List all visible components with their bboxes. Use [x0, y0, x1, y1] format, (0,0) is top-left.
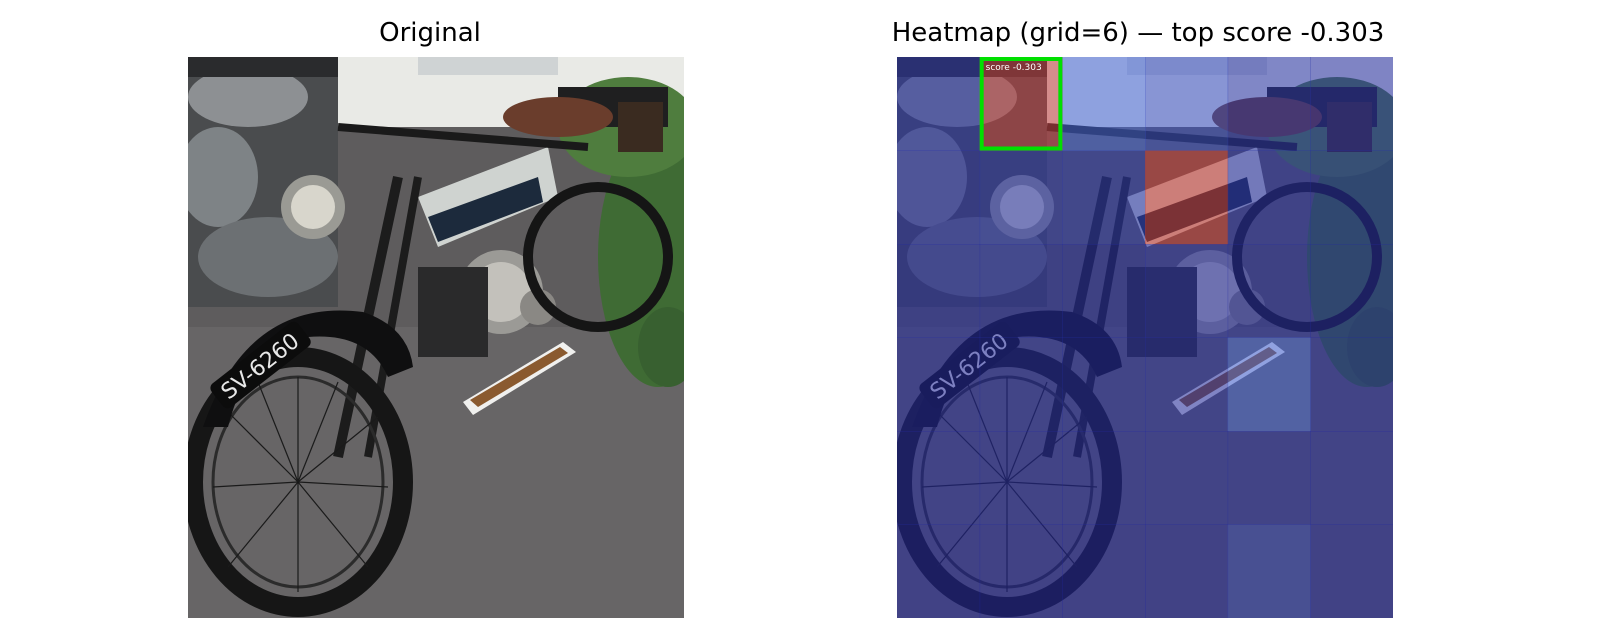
heatmap-cell	[979, 244, 1063, 338]
heatmap-cell	[1227, 57, 1311, 151]
heatmap-cell	[897, 337, 981, 432]
original-image: SV-6260	[188, 57, 684, 618]
heatmap-title: Heatmap (grid=6) — top score -0.303	[891, 18, 1385, 48]
heatmap-cell	[1145, 524, 1229, 618]
heatmap-cell	[1227, 337, 1311, 432]
heatmap-cell	[1227, 150, 1311, 245]
heatmap-cell	[1062, 337, 1146, 432]
heatmap-cell	[1310, 431, 1393, 525]
motorcycle-photo: SV-6260	[188, 57, 684, 618]
heatmap-cell	[897, 244, 981, 338]
heatmap-cells	[897, 57, 1393, 618]
heatmap-cell	[1310, 57, 1393, 151]
heatmap-cell	[979, 150, 1063, 245]
heatmap-cell	[979, 431, 1063, 525]
heatmap-cell	[897, 524, 981, 618]
heatmap-cell	[1310, 150, 1393, 245]
heatmap-cell	[1062, 57, 1146, 151]
heatmap-cell	[1310, 337, 1393, 432]
heatmap-image: SV-6260 score -0.303	[897, 57, 1393, 618]
heatmap-cell	[1310, 524, 1393, 618]
heatmap-cell	[1062, 150, 1146, 245]
heatmap-cell	[1062, 524, 1146, 618]
top-score-box	[979, 57, 1063, 151]
heatmap-cell	[1145, 150, 1229, 245]
heatmap-cell	[1062, 244, 1146, 338]
heatmap-overlay: SV-6260 score -0.303	[897, 57, 1393, 618]
heatmap-cell	[1227, 431, 1311, 525]
top-score-label: score -0.303	[986, 63, 1042, 73]
heatmap-cell	[897, 150, 981, 245]
heatmap-cell	[1145, 431, 1229, 525]
heatmap-cell	[1145, 57, 1229, 151]
heatmap-cell	[1062, 431, 1146, 525]
heatmap-cell	[1310, 244, 1393, 338]
heatmap-cell	[1145, 244, 1229, 338]
heatmap-cell	[979, 524, 1063, 618]
heatmap-cell	[979, 337, 1063, 432]
heatmap-cell	[1145, 337, 1229, 432]
heatmap-cell	[1227, 524, 1311, 618]
heatmap-cell	[1227, 244, 1311, 338]
heatmap-cell	[979, 57, 1063, 151]
original-title: Original	[379, 18, 481, 48]
heatmap-cell	[897, 57, 981, 151]
heatmap-cell	[897, 431, 981, 525]
